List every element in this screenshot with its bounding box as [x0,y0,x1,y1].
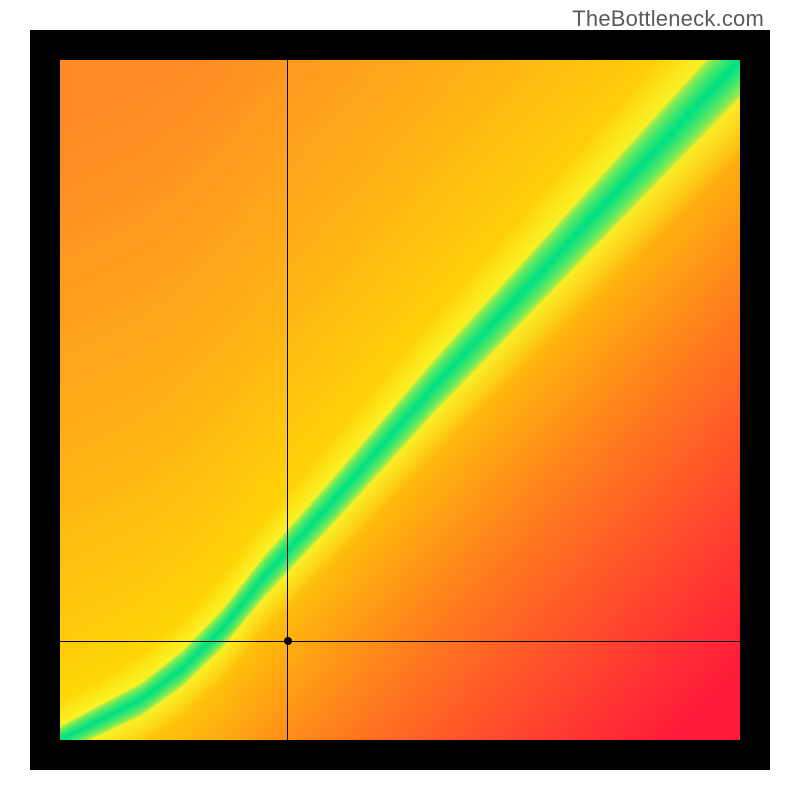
plot-area [60,60,740,740]
chart-container: TheBottleneck.com [0,0,800,800]
plot-frame [30,30,770,770]
attribution-text: TheBottleneck.com [572,6,764,32]
heatmap-canvas [60,60,740,740]
crosshair-horizontal [60,641,740,642]
crosshair-marker [284,637,292,645]
